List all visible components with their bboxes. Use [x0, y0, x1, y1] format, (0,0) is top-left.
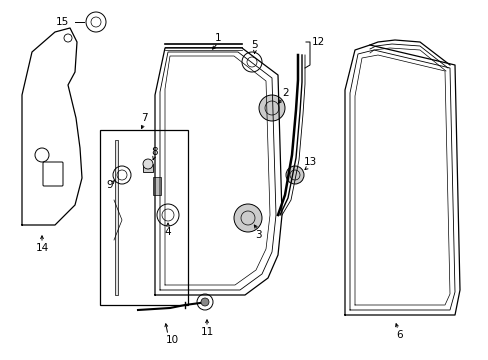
- Circle shape: [234, 204, 262, 232]
- Bar: [153, 177, 161, 195]
- Text: 11: 11: [200, 327, 213, 337]
- Text: 7: 7: [141, 113, 147, 123]
- Text: 8: 8: [151, 147, 158, 157]
- Circle shape: [201, 298, 208, 306]
- Circle shape: [142, 159, 153, 169]
- Bar: [100, 130, 187, 305]
- Text: 12: 12: [311, 37, 324, 47]
- Bar: [142, 164, 153, 172]
- Circle shape: [259, 95, 285, 121]
- Circle shape: [285, 166, 304, 184]
- Polygon shape: [115, 140, 118, 295]
- Text: 1: 1: [214, 33, 221, 43]
- Text: 14: 14: [35, 243, 48, 253]
- Text: 15: 15: [55, 17, 68, 27]
- Text: 6: 6: [396, 330, 403, 340]
- Text: 13: 13: [303, 157, 316, 167]
- Text: 10: 10: [165, 335, 178, 345]
- Text: 4: 4: [164, 227, 171, 237]
- Text: 2: 2: [282, 88, 289, 98]
- Text: 5: 5: [251, 40, 258, 50]
- Text: 3: 3: [254, 230, 261, 240]
- Text: 9: 9: [106, 180, 113, 190]
